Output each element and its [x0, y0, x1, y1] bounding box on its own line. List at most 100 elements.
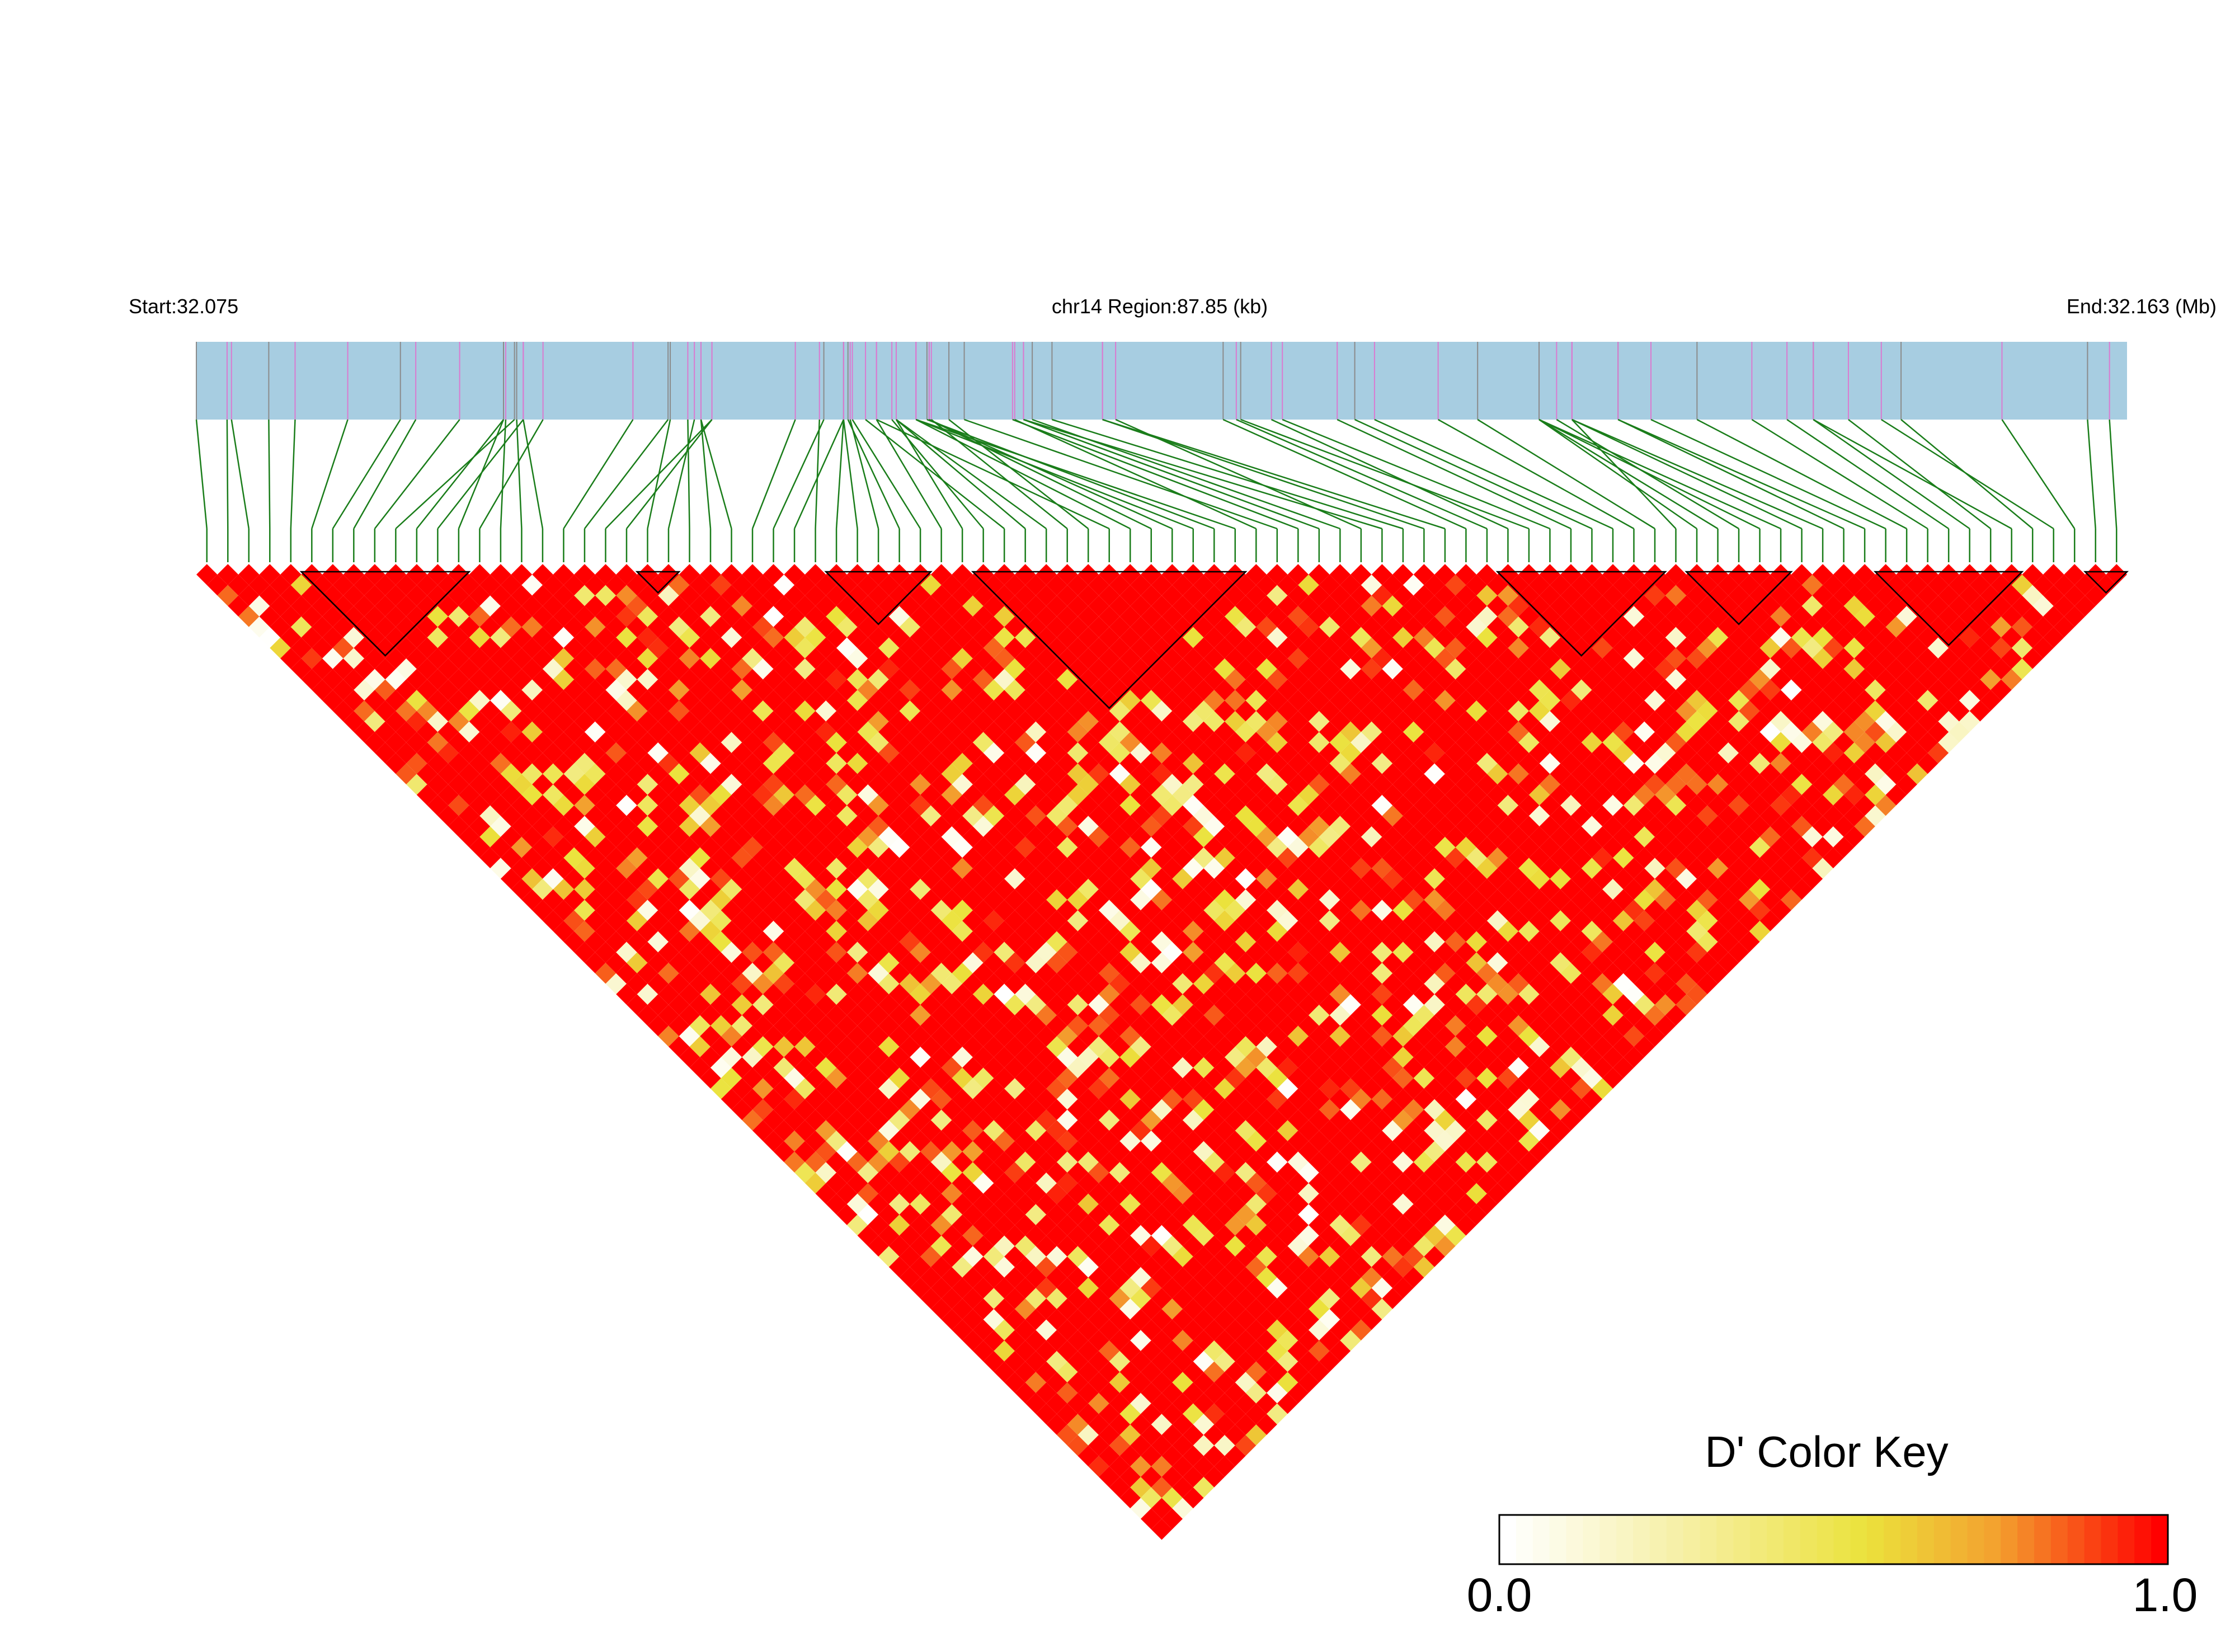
snp-connector [395, 419, 515, 529]
ld-cell [878, 742, 900, 764]
ld-cell [1528, 784, 1550, 806]
ld-cell [1098, 1235, 1120, 1257]
ld-cell [1077, 878, 1099, 900]
ld-cell [773, 1141, 795, 1162]
ld-cell [857, 1162, 879, 1183]
ld-cell [878, 1120, 900, 1141]
ld-cell [290, 595, 312, 617]
ld-cell [711, 742, 732, 764]
ld-cell [1245, 690, 1267, 711]
ld-cell [1287, 732, 1309, 753]
ld-cell [1287, 836, 1309, 858]
ld-cell [878, 847, 900, 869]
ld-cell [1056, 1298, 1078, 1320]
ld-cell [448, 564, 469, 585]
ld-cell [427, 648, 449, 669]
ld-cell [385, 585, 407, 606]
ld-cell [731, 742, 753, 764]
ld-cell [878, 952, 900, 973]
snp-connector [1337, 418, 1571, 530]
ld-cell [857, 868, 879, 889]
ld-cell [1444, 1015, 1466, 1037]
ld-cell [511, 836, 533, 858]
ld-cell [1403, 973, 1424, 995]
snp-connector [1881, 418, 2054, 530]
ld-cell [1014, 752, 1036, 774]
ld-cell [836, 910, 858, 931]
ld-cell [815, 742, 837, 764]
ld-cell [1444, 931, 1466, 953]
ld-cell [930, 585, 952, 606]
ld-cell [952, 816, 973, 837]
ld-cell [374, 721, 396, 743]
ld-cell [826, 1046, 847, 1068]
ld-cell [1812, 564, 1833, 585]
ld-cell [952, 858, 973, 879]
ld-cell [553, 627, 575, 648]
ld-cell [1036, 1277, 1057, 1299]
ld-cell [1119, 710, 1141, 732]
snp-connector [930, 419, 1068, 529]
ld-cell [994, 690, 1015, 711]
ld-cell [1371, 900, 1393, 921]
ld-cell [1927, 658, 1949, 680]
ld-cell [469, 836, 491, 858]
ld-cell [1203, 1361, 1225, 1383]
ld-cell [1476, 564, 1498, 585]
ld-cell [1245, 1340, 1267, 1362]
ld-cell [479, 575, 501, 596]
ld-cell [1203, 606, 1225, 627]
ld-cell [521, 575, 543, 596]
ld-cell [1245, 585, 1267, 606]
color-key-segment [1967, 1515, 1985, 1564]
ld-cell [1528, 616, 1550, 638]
ld-cell [1119, 1067, 1141, 1089]
ld-cell [553, 564, 575, 585]
ld-cell [1528, 805, 1550, 827]
ld-cell [1098, 774, 1120, 795]
ld-cell [553, 585, 575, 606]
ld-block-outline [1685, 571, 1793, 625]
snp-connector [311, 419, 349, 529]
ld-cell [752, 847, 774, 869]
ld-cell [1644, 836, 1665, 858]
ld-cell [637, 962, 658, 984]
ld-cell [1770, 585, 1791, 606]
ld-cell [1644, 690, 1665, 711]
ld-cell [469, 794, 491, 816]
ld-cell [521, 805, 543, 827]
ld-cell [1077, 1235, 1099, 1257]
ld-cell [1267, 1046, 1288, 1068]
ld-cell [1036, 564, 1057, 585]
ld-cell [1014, 900, 1036, 921]
ld-cell [1329, 1004, 1351, 1026]
ld-cell [679, 564, 700, 585]
ld-cell [1098, 1151, 1120, 1173]
ld-cell [427, 752, 449, 774]
ld-cell [1245, 710, 1267, 732]
ld-cell [406, 606, 427, 627]
ld-cell [490, 669, 511, 690]
ld-cell [1497, 564, 1519, 585]
ld-cell [448, 794, 469, 816]
ld-cell [1770, 836, 1791, 858]
ld-cell [1707, 564, 1729, 585]
ld-cell [427, 585, 449, 606]
ld-cell [1528, 847, 1550, 869]
ld-cell [941, 805, 963, 827]
ld-cell [1245, 606, 1267, 627]
ld-cell [448, 690, 469, 711]
ld-cell [1119, 983, 1141, 1005]
ld-cell [1570, 973, 1592, 995]
ld-cell [1287, 1151, 1309, 1173]
ld-cell [1444, 595, 1466, 617]
ld-cell [1486, 973, 1508, 995]
ld-cell [1014, 1089, 1036, 1110]
ld-cell [1036, 836, 1057, 858]
ld-cell [1056, 1340, 1078, 1362]
ld-cell [290, 575, 312, 596]
ld-cell [1077, 1193, 1099, 1215]
ld-cell [469, 710, 491, 732]
ld-cell [972, 627, 994, 648]
ld-cell [930, 1089, 952, 1110]
